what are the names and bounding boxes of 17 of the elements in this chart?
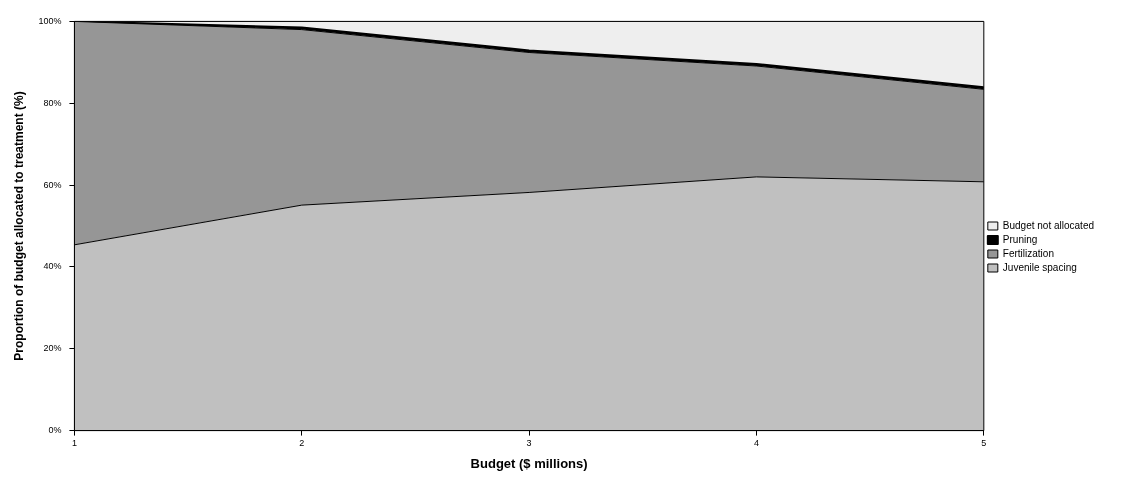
x-tick-label: 3 bbox=[526, 438, 532, 449]
legend-label: Fertilization bbox=[1002, 247, 1054, 259]
x-tick-label: 1 bbox=[71, 438, 77, 449]
y-tick-label: 0% bbox=[48, 425, 62, 436]
y-tick-label: 100% bbox=[38, 15, 62, 26]
x-tick-label: 2 bbox=[299, 438, 305, 449]
y-tick-label: 40% bbox=[43, 261, 62, 272]
legend-label: Juvenile spacing bbox=[1002, 261, 1077, 273]
x-tick-label: 5 bbox=[981, 438, 987, 449]
y-tick-label: 80% bbox=[43, 97, 62, 108]
x-axis-title: Budget ($ millions) bbox=[470, 455, 588, 471]
y-tick-label: 20% bbox=[43, 343, 62, 354]
y-axis-title: Proportion of budget allocated to treatment (%) bbox=[11, 91, 26, 361]
x-tick-label: 4 bbox=[753, 438, 759, 449]
legend-label: Pruning bbox=[1002, 233, 1038, 245]
y-tick-label: 60% bbox=[43, 179, 62, 190]
legend-label: Budget not allocated bbox=[1002, 219, 1095, 231]
